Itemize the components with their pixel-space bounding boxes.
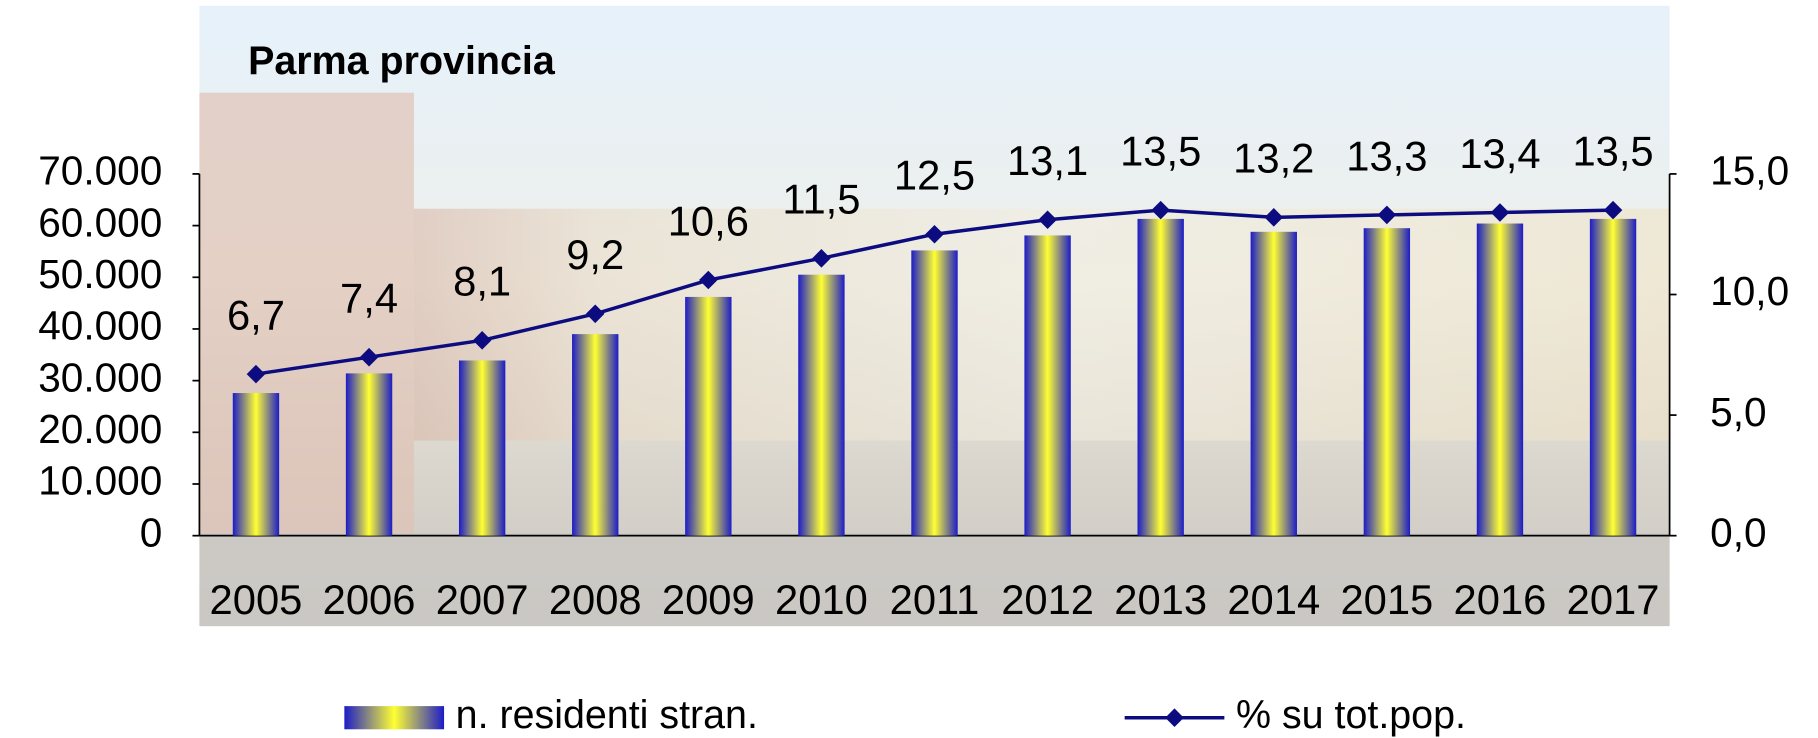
marker	[925, 224, 944, 244]
data-label: 12,5	[894, 152, 975, 199]
legend-swatch	[344, 706, 445, 730]
y-tick-label: 60.000	[38, 199, 162, 245]
x-tick-label: 2005	[210, 576, 303, 623]
x-tick-label: 2009	[662, 576, 755, 623]
x-tick-label: 2013	[1114, 576, 1207, 623]
bar	[1250, 231, 1297, 536]
data-label: 10,6	[668, 197, 749, 244]
legend-marker	[1165, 708, 1184, 727]
y-tick-label: 50.000	[38, 251, 162, 297]
bar	[458, 360, 506, 536]
marker	[1603, 200, 1623, 220]
data-label: 8,1	[453, 258, 511, 305]
x-tick-label: 2010	[775, 576, 868, 623]
bar	[798, 274, 845, 536]
bar	[911, 250, 958, 536]
x-tick-label: 2008	[549, 576, 642, 623]
y-tick-label: 30.000	[38, 354, 162, 400]
marker	[246, 364, 266, 384]
x-tick-label: 2006	[323, 576, 416, 623]
data-label: 9,2	[566, 231, 624, 278]
y2-tick-label: 15,0	[1710, 148, 1789, 194]
data-label: 13,3	[1346, 132, 1427, 179]
data-label: 13,5	[1120, 127, 1201, 174]
bar	[1137, 218, 1184, 536]
data-label: 6,7	[227, 291, 285, 338]
y-tick-label: 10.000	[38, 458, 162, 504]
data-label: 11,5	[782, 176, 860, 223]
y2-tick-label: 10,0	[1710, 268, 1789, 314]
bar	[232, 393, 280, 536]
marker	[472, 331, 492, 350]
data-label: 13,4	[1459, 130, 1540, 177]
y2-tick-label: 5,0	[1710, 389, 1766, 435]
y-tick-label: 20.000	[38, 406, 162, 452]
marker	[812, 249, 831, 268]
x-tick-label: 2012	[1001, 576, 1094, 623]
bar	[1363, 228, 1411, 536]
x-tick-label: 2016	[1454, 576, 1547, 623]
bar	[685, 296, 732, 536]
legend-label: n. residenti stran.	[456, 693, 758, 737]
marker	[585, 304, 605, 324]
chart-title: Parma provincia	[248, 39, 556, 83]
background-street	[199, 533, 1670, 627]
bar	[1024, 235, 1071, 536]
data-label: 13,5	[1572, 127, 1653, 174]
bar	[345, 373, 393, 536]
bar	[1589, 218, 1637, 536]
x-tick-label: 2015	[1340, 576, 1433, 623]
marker	[699, 270, 718, 290]
legend: n. residenti stran. % su tot.pop.	[344, 693, 1466, 737]
bar	[1476, 223, 1524, 536]
data-label: 13,1	[1007, 137, 1088, 184]
x-tick-label: 2014	[1227, 576, 1320, 623]
y2-tick-label: 0,0	[1710, 509, 1766, 555]
x-tick-label: 2007	[436, 576, 529, 623]
x-tick-label: 2017	[1567, 576, 1660, 623]
marker	[1490, 203, 1510, 222]
y-tick-label: 0	[140, 509, 163, 555]
data-label: 13,2	[1233, 135, 1314, 182]
y-tick-label: 70.000	[38, 148, 162, 194]
x-tick-label: 2011	[890, 576, 980, 623]
marker	[359, 347, 379, 367]
bar	[572, 334, 619, 536]
legend-label: % su tot.pop.	[1236, 693, 1466, 737]
data-label: 7,4	[340, 275, 398, 322]
y-tick-label: 40.000	[38, 303, 162, 349]
